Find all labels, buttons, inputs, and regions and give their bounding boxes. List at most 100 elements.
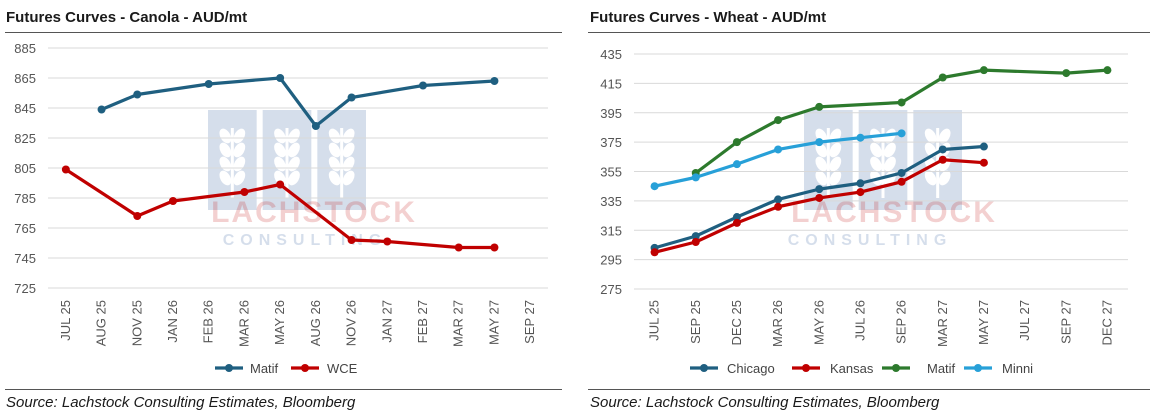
watermark-sub: CONSULTING bbox=[223, 232, 388, 249]
legend-marker bbox=[301, 364, 309, 372]
y-tick-label: 845 bbox=[14, 101, 36, 116]
watermark-tile bbox=[317, 110, 366, 210]
x-tick-label: MAR 26 bbox=[770, 300, 785, 347]
wheat-grain-icon bbox=[815, 170, 828, 186]
wheat-grain-icon bbox=[233, 170, 246, 186]
data-point-kansas bbox=[979, 158, 988, 167]
x-tick-label: JUL 26 bbox=[852, 300, 867, 341]
data-point-wce bbox=[490, 243, 499, 252]
wheat-grain-icon bbox=[815, 142, 828, 158]
data-point-chicago bbox=[897, 168, 906, 177]
x-tick-label: AUG 25 bbox=[94, 300, 109, 346]
data-point-chicago bbox=[774, 195, 783, 204]
source-divider bbox=[5, 389, 562, 390]
legend-label: Chicago bbox=[727, 361, 775, 376]
data-point-wce bbox=[133, 212, 142, 220]
wheat-grain-icon bbox=[328, 142, 341, 158]
legend-marker bbox=[700, 364, 708, 372]
wheat-grain-icon bbox=[829, 156, 842, 172]
wheat-grain-icon bbox=[829, 170, 842, 186]
wheat-grain-icon bbox=[342, 128, 355, 144]
data-point-chicago bbox=[938, 145, 947, 154]
x-tick-label: NOV 25 bbox=[129, 300, 144, 346]
data-point-matif bbox=[774, 116, 783, 125]
canola-chart-panel: Futures Curves - Canola - AUD/mt LACHSTO… bbox=[0, 0, 566, 416]
data-point-wce bbox=[347, 236, 356, 244]
y-tick-label: 785 bbox=[14, 191, 36, 206]
data-point-minni bbox=[815, 138, 824, 147]
x-tick-label: SEP 27 bbox=[1058, 300, 1073, 344]
data-point-kansas bbox=[856, 188, 865, 197]
y-tick-label: 315 bbox=[600, 223, 622, 238]
data-point-matif bbox=[938, 73, 947, 82]
wheat-chart: LACHSTOCK CONSULTING 275 295 315 335 355 375 395… bbox=[600, 47, 1128, 376]
legend-label: Minni bbox=[1002, 361, 1033, 376]
data-point-matif bbox=[815, 102, 824, 111]
wheat-grain-icon bbox=[924, 170, 937, 186]
y-tick-label: 415 bbox=[600, 76, 622, 91]
data-point-chicago bbox=[979, 142, 988, 151]
data-point-matif bbox=[133, 90, 142, 99]
y-tick-label: 765 bbox=[14, 221, 36, 236]
watermark-tile bbox=[858, 110, 908, 210]
legend-marker bbox=[225, 364, 233, 372]
data-point-matif bbox=[347, 93, 356, 102]
data-point-matif bbox=[979, 66, 988, 75]
data-point-matif bbox=[311, 122, 320, 130]
y-tick-label: 375 bbox=[600, 135, 622, 150]
legend-label: Matif bbox=[927, 361, 956, 376]
x-tick-label: MAR 26 bbox=[236, 300, 251, 347]
x-tick-label: SEP 26 bbox=[894, 300, 909, 344]
data-point-kansas bbox=[732, 218, 741, 227]
watermark-logo bbox=[208, 110, 366, 210]
x-tick-label: JUL 25 bbox=[58, 300, 73, 341]
data-point-matif bbox=[490, 77, 499, 85]
data-point-wce bbox=[240, 188, 249, 196]
x-tick-label: FEB 26 bbox=[201, 300, 216, 343]
legend-label: Matif bbox=[250, 361, 279, 376]
x-tick-label: MAR 27 bbox=[935, 300, 950, 347]
x-tick-label: DEC 25 bbox=[729, 300, 744, 346]
x-tick-label: MAY 27 bbox=[976, 300, 991, 345]
wheat-grain-icon bbox=[884, 156, 896, 172]
data-point-matif bbox=[897, 98, 906, 107]
data-point-wce bbox=[61, 165, 70, 174]
wheat-grain-icon bbox=[219, 170, 232, 186]
data-point-wce bbox=[454, 243, 463, 252]
title-divider bbox=[588, 32, 1150, 33]
wheat-grain-icon bbox=[342, 142, 355, 158]
source-note: Source: Lachstock Consulting Estimates, … bbox=[6, 394, 356, 411]
y-tick-label: 335 bbox=[600, 194, 622, 209]
data-point-matif bbox=[204, 80, 213, 88]
wheat-grain-icon bbox=[288, 142, 300, 158]
data-point-minni bbox=[774, 145, 783, 154]
x-tick-label: JUL 27 bbox=[1017, 300, 1032, 341]
data-point-matif bbox=[732, 138, 741, 147]
wheat-grain-icon bbox=[924, 128, 937, 144]
title-divider bbox=[5, 32, 562, 33]
data-point-chicago bbox=[856, 179, 865, 188]
data-point-wce bbox=[383, 237, 392, 246]
y-tick-label: 295 bbox=[600, 253, 622, 268]
x-tick-label: SEP 25 bbox=[688, 300, 703, 344]
x-tick-label: NOV 26 bbox=[344, 300, 359, 346]
wheat-grain-icon bbox=[233, 142, 246, 158]
data-point-matif bbox=[97, 105, 106, 114]
y-tick-label: 825 bbox=[14, 131, 36, 146]
data-point-matif bbox=[276, 74, 285, 82]
wheat-grain-icon bbox=[288, 128, 300, 144]
data-point-wce bbox=[169, 197, 177, 205]
data-point-minni bbox=[897, 129, 906, 138]
wheat-grain-icon bbox=[938, 128, 951, 144]
wheat-grain-icon bbox=[274, 128, 286, 144]
data-point-kansas bbox=[815, 193, 824, 202]
legend-marker bbox=[892, 364, 900, 372]
x-tick-label: JUL 25 bbox=[647, 300, 662, 341]
x-tick-label: MAY 27 bbox=[486, 300, 501, 345]
legend-label: Kansas bbox=[830, 361, 874, 376]
source-divider bbox=[588, 389, 1150, 390]
watermark-sub: CONSULTING bbox=[788, 232, 953, 249]
y-tick-label: 395 bbox=[600, 106, 622, 121]
panel-title: Futures Curves - Wheat - AUD/mt bbox=[590, 9, 827, 26]
y-tick-label: 745 bbox=[14, 251, 36, 266]
